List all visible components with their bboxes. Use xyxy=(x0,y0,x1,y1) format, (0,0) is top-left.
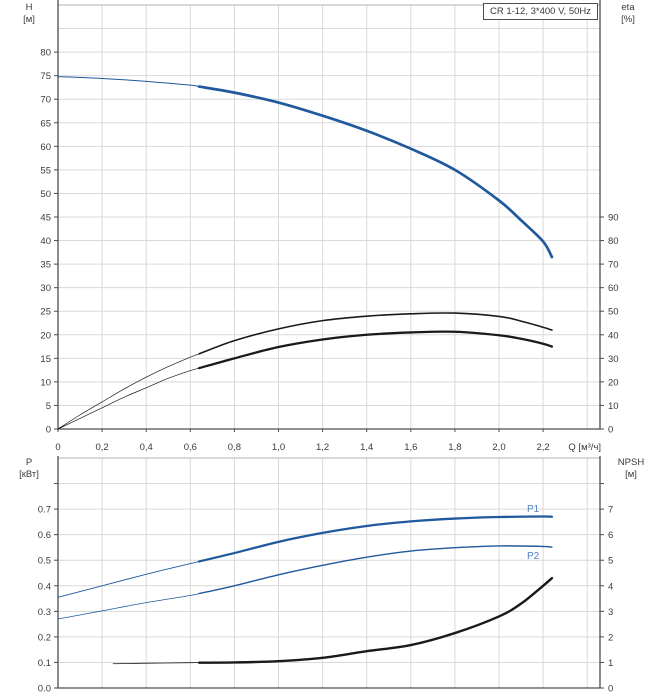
curve-eta xyxy=(198,312,553,355)
y-right-tick-label: 30 xyxy=(608,354,619,365)
curve-P1 xyxy=(197,515,554,563)
y-right-tick-label: 7 xyxy=(608,505,613,516)
y-right-tick-label: 4 xyxy=(608,581,613,592)
y-right-tick-label: 40 xyxy=(608,330,619,341)
y-left-tick-label: 30 xyxy=(40,283,51,294)
x-tick-label: 0,4 xyxy=(140,442,153,453)
y-left-tick-label: 0.2 xyxy=(38,632,51,643)
y-left-tick-label: 40 xyxy=(40,236,51,247)
npsh-axis-title: NPSH [м] xyxy=(608,457,654,481)
x-tick-label: 1,4 xyxy=(360,442,373,453)
y-left-tick-label: 5 xyxy=(46,401,51,412)
power-axis-title: P [кВт] xyxy=(10,457,48,481)
y-left-tick-label: 0.6 xyxy=(38,530,51,541)
x-tick-label: 1,6 xyxy=(404,442,417,453)
y-left-tick-label: 70 xyxy=(40,95,51,106)
x-tick-label: 2,0 xyxy=(492,442,505,453)
curve-eta-total xyxy=(197,330,554,370)
h-axis-title: H [м] xyxy=(12,2,46,26)
eta-axis-title-symbol: eta xyxy=(621,2,635,13)
y-left-tick-label: 0 xyxy=(46,425,51,436)
y-right-tick-label: 90 xyxy=(608,213,619,224)
y-left-tick-label: 80 xyxy=(40,48,51,59)
y-left-tick-label: 25 xyxy=(40,307,51,318)
y-left-tick-label: 55 xyxy=(40,165,51,176)
npsh-axis-title-symbol: NPSH xyxy=(617,457,645,468)
y-left-tick-label: 0.4 xyxy=(38,581,51,592)
y-right-tick-label: 0 xyxy=(608,425,613,436)
curve-eta-total-thin xyxy=(57,367,200,430)
x-axis-title: Q [м³/ч] xyxy=(568,442,601,453)
y-left-tick-label: 20 xyxy=(40,330,51,341)
eta-axis-title-unit: [%] xyxy=(621,14,635,25)
power-axis-title-unit: [кВт] xyxy=(19,469,39,480)
x-tick-label: 0 xyxy=(55,442,60,453)
curve-H-thin xyxy=(57,76,200,88)
y-right-tick-label: 5 xyxy=(608,556,613,567)
qh-efficiency-chart: 0 5 10 15 20 25 30 35 40 45 50 55 60 65 70 75 80 0 10 20 30 4… xyxy=(40,0,619,453)
npsh-axis-title-unit: [м] xyxy=(625,469,637,480)
curve-eta-thin xyxy=(57,353,200,430)
chart-title-box: CR 1-12, 3*400 V, 50Hz xyxy=(482,3,598,20)
y-right-tick-label: 10 xyxy=(608,401,619,412)
x-tick-label: 1,0 xyxy=(272,442,285,453)
power-npsh-chart: 0.0 0.1 0.2 0.3 0.4 0.5 0.6 0.7 0 1 2 3 4 5 6 7 xyxy=(38,456,613,695)
curve-P2 xyxy=(198,545,553,595)
p2-curve-label: P2 xyxy=(527,551,540,562)
y-left-tick-label: 15 xyxy=(40,354,51,365)
y-right-tick-label: 60 xyxy=(608,283,619,294)
y-right-tick-label: 80 xyxy=(608,236,619,247)
y-right-tick-label: 50 xyxy=(608,307,619,318)
h-axis-title-unit: [м] xyxy=(23,14,35,25)
y-right-tick-label: 70 xyxy=(608,260,619,271)
y-left-tick-label: 60 xyxy=(40,142,51,153)
x-tick-label: 1,2 xyxy=(316,442,329,453)
y-left-tick-label: 45 xyxy=(40,213,51,224)
curve-P1-thin xyxy=(57,561,200,598)
y-left-tick-label: 0.1 xyxy=(38,658,51,669)
y-left-tick-label: 35 xyxy=(40,260,51,271)
y-left-tick-label: 0.0 xyxy=(38,684,51,695)
y-left-tick-label: 65 xyxy=(40,118,51,129)
x-tick-label: 0,6 xyxy=(184,442,197,453)
y-right-tick-label: 2 xyxy=(608,632,613,643)
y-left-tick-label: 0.5 xyxy=(38,556,51,567)
curve-H xyxy=(197,85,554,259)
p1-curve-label: P1 xyxy=(527,504,540,515)
y-left-tick-label: 0.3 xyxy=(38,607,51,618)
plot-frame xyxy=(57,457,601,689)
y-right-tick-label: 1 xyxy=(608,658,613,669)
curve-P2-thin xyxy=(57,593,200,620)
y-left-tick-label: 50 xyxy=(40,189,51,200)
y-right-tick-label: 20 xyxy=(608,377,619,388)
chart-title-text: CR 1-12, 3*400 V, 50Hz xyxy=(489,6,591,17)
x-tick-label: 0,2 xyxy=(95,442,108,453)
x-tick-label: 0,8 xyxy=(228,442,241,453)
power-axis-title-symbol: P xyxy=(25,457,33,468)
curve-NPSH-thin xyxy=(112,662,200,665)
x-tick-label: 2,2 xyxy=(537,442,550,453)
y-right-tick-label: 6 xyxy=(608,530,613,541)
h-axis-title-symbol: H xyxy=(25,2,33,13)
y-left-tick-label: 10 xyxy=(40,377,51,388)
y-right-tick-label: 3 xyxy=(608,607,613,618)
eta-axis-title: eta [%] xyxy=(610,2,646,26)
y-left-tick-label: 0.7 xyxy=(38,505,51,516)
y-right-tick-label: 0 xyxy=(608,684,613,695)
curve-NPSH xyxy=(197,576,554,664)
x-tick-label: 1,8 xyxy=(448,442,461,453)
y-left-tick-label: 75 xyxy=(40,71,51,82)
